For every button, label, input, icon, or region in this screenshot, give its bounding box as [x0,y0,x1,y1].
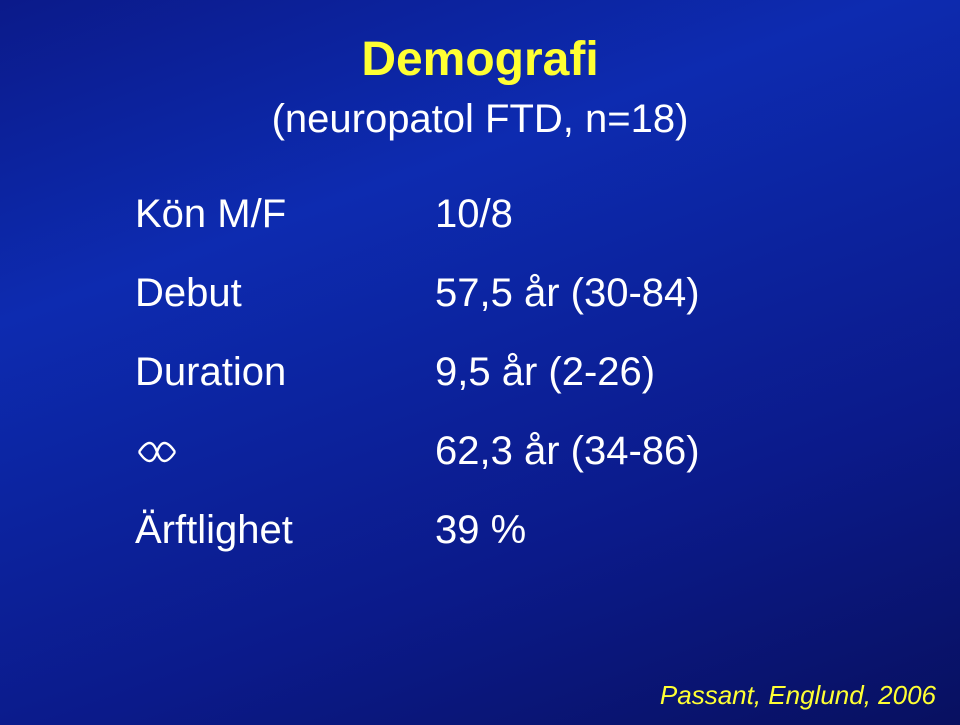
table-row: Duration 9,5 år (2-26) [135,350,960,395]
flourish-icon [135,430,179,474]
row-value: 39 % [435,508,960,553]
table-row: Debut 57,5 år (30-84) [135,271,960,316]
row-label: Duration [135,350,435,395]
slide: Demografi (neuropatol FTD, n=18) Kön M/F… [0,0,960,725]
slide-subtitle: (neuropatol FTD, n=18) [0,94,960,144]
row-value: 10/8 [435,192,960,237]
row-value: 9,5 år (2-26) [435,350,960,395]
row-value: 62,3 år (34-86) [435,429,960,474]
row-value: 57,5 år (30-84) [435,271,960,316]
table-row: Ärftlighet 39 % [135,508,960,553]
table-row: Kön M/F 10/8 [135,192,960,237]
credit-text: Passant, Englund, 2006 [660,680,936,711]
title-block: Demografi (neuropatol FTD, n=18) [0,30,960,144]
slide-title: Demografi [0,30,960,90]
table-row: 62,3 år (34-86) [135,429,960,474]
row-label: Debut [135,271,435,316]
row-label: Kön M/F [135,192,435,237]
row-label-icon [135,430,435,474]
data-table: Kön M/F 10/8 Debut 57,5 år (30-84) Durat… [0,192,960,553]
row-label: Ärftlighet [135,508,435,553]
